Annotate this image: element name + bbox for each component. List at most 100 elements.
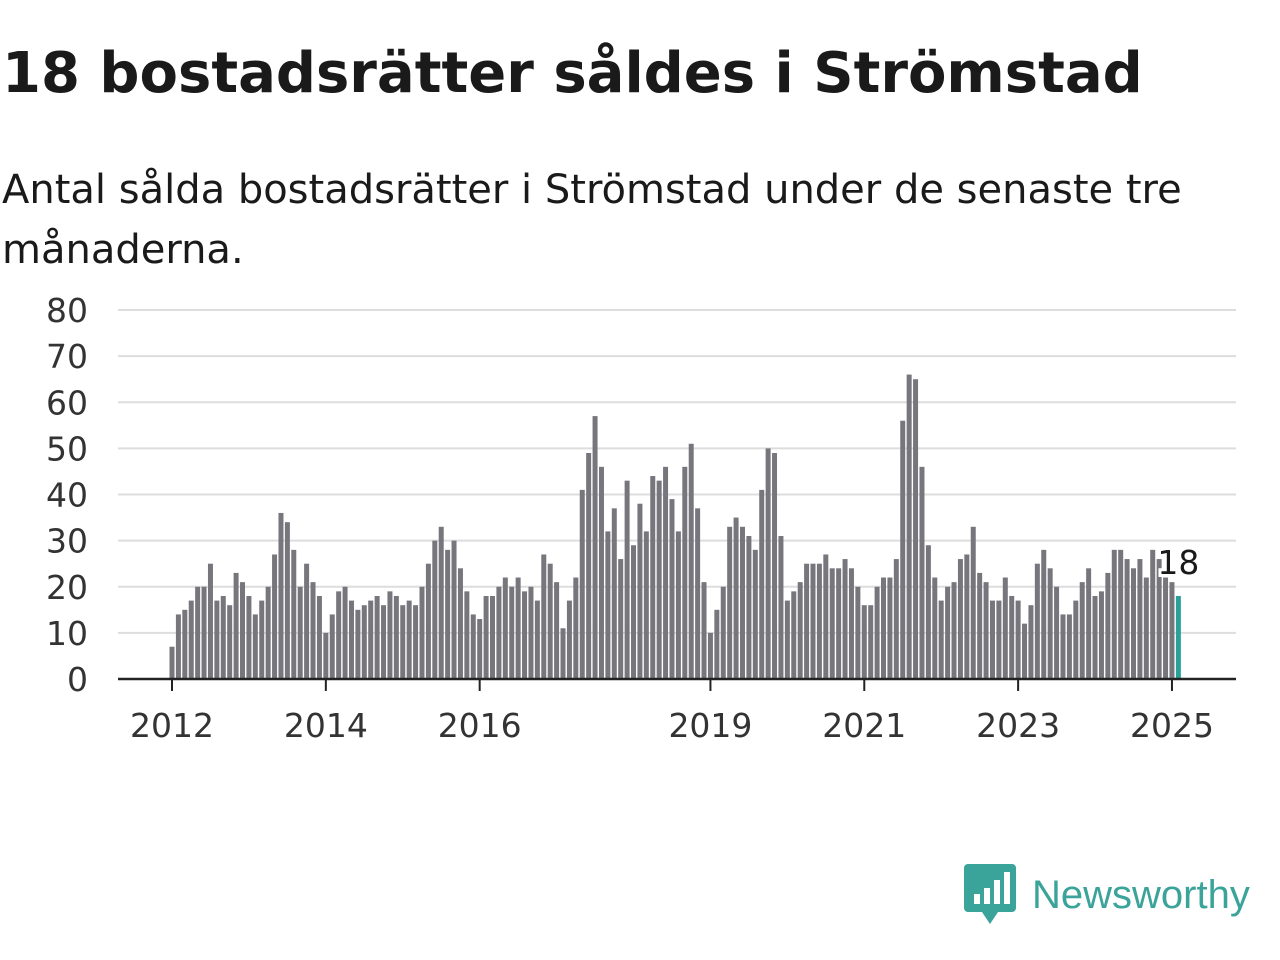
bar [675, 531, 681, 679]
bar [925, 545, 931, 679]
bar [1086, 568, 1092, 679]
bar [663, 466, 669, 679]
bar [977, 572, 983, 679]
y-axis-ticks: 0 10 20 30 40 50 60 70 80 [46, 291, 88, 699]
bar [727, 526, 733, 679]
bar [515, 577, 521, 679]
bar [1022, 623, 1028, 679]
y-tick-label: 70 [46, 337, 88, 376]
y-tick-label: 0 [67, 660, 88, 699]
bar [765, 448, 771, 680]
bar [1118, 549, 1124, 679]
bar [1060, 614, 1066, 679]
bar [1169, 582, 1175, 679]
bar [1028, 605, 1034, 679]
bar [240, 582, 246, 679]
bars [169, 374, 1181, 680]
bar [797, 582, 803, 679]
bar [643, 531, 649, 679]
bar [316, 595, 322, 679]
bar [284, 522, 290, 679]
bar [913, 379, 919, 679]
y-tick-label: 80 [46, 291, 88, 330]
bar [413, 605, 419, 679]
data-labels: 18 [1154, 540, 1202, 585]
bar [881, 577, 887, 679]
bar [906, 374, 912, 679]
x-tick-label: 2012 [130, 706, 214, 745]
bar [291, 549, 297, 679]
bar [522, 591, 528, 679]
bar [1073, 600, 1079, 679]
bar [752, 549, 758, 679]
bar [957, 559, 963, 679]
bar [329, 614, 335, 679]
chart-title: 18 bostadsrätter såldes i Strömstad [2, 41, 1143, 106]
bar [457, 568, 463, 679]
bar [1066, 614, 1072, 679]
bar [1163, 577, 1169, 679]
bar [297, 586, 303, 679]
bar [432, 540, 438, 680]
bar [445, 549, 451, 679]
bar [1079, 582, 1085, 679]
bar [598, 466, 604, 679]
bar [586, 452, 592, 679]
bar [502, 577, 508, 679]
bar [733, 517, 739, 679]
bar [355, 609, 361, 679]
bar [720, 586, 726, 679]
bar [739, 526, 745, 679]
bar [1124, 559, 1130, 679]
bar [804, 563, 810, 679]
y-tick-label: 20 [46, 568, 88, 607]
bar [688, 443, 694, 679]
bar [1111, 549, 1117, 679]
bar [207, 563, 213, 679]
bar [265, 586, 271, 679]
bar [406, 600, 412, 679]
bar [438, 526, 444, 679]
bar [855, 586, 861, 679]
bar [451, 540, 457, 680]
bar [509, 586, 515, 679]
bar [528, 586, 534, 679]
bar [534, 600, 540, 679]
bar [996, 600, 1002, 679]
bar [637, 503, 643, 679]
bar [464, 591, 470, 679]
bar [605, 531, 611, 679]
x-axis: 2012 2014 2016 2019 2021 2023 2025 [118, 677, 1236, 745]
newsworthy-logo-icon [964, 864, 1016, 924]
bar [573, 577, 579, 679]
bar [848, 568, 854, 679]
bar [304, 563, 310, 679]
bar [252, 614, 258, 679]
bar [791, 591, 797, 679]
bar [983, 582, 989, 679]
bar [1047, 568, 1053, 679]
bar [361, 605, 367, 679]
bar [470, 614, 476, 679]
bar [701, 582, 707, 679]
bar [278, 512, 284, 679]
bar [861, 605, 867, 679]
bar [348, 600, 354, 679]
x-tick-label: 2023 [976, 706, 1060, 745]
bar [175, 614, 181, 679]
bar [310, 582, 316, 679]
bar [1131, 568, 1136, 679]
x-tick-label: 2025 [1130, 706, 1214, 745]
bar [823, 554, 829, 679]
brand: Newsworthy [962, 862, 1250, 928]
bar [201, 586, 207, 679]
bar [554, 582, 560, 679]
x-tick-label: 2021 [822, 706, 906, 745]
bar [579, 489, 585, 679]
bar [611, 508, 617, 679]
x-tick-label: 2019 [668, 706, 752, 745]
bar [945, 586, 951, 679]
bar [970, 526, 976, 679]
bar [182, 609, 188, 679]
bar [759, 489, 765, 679]
